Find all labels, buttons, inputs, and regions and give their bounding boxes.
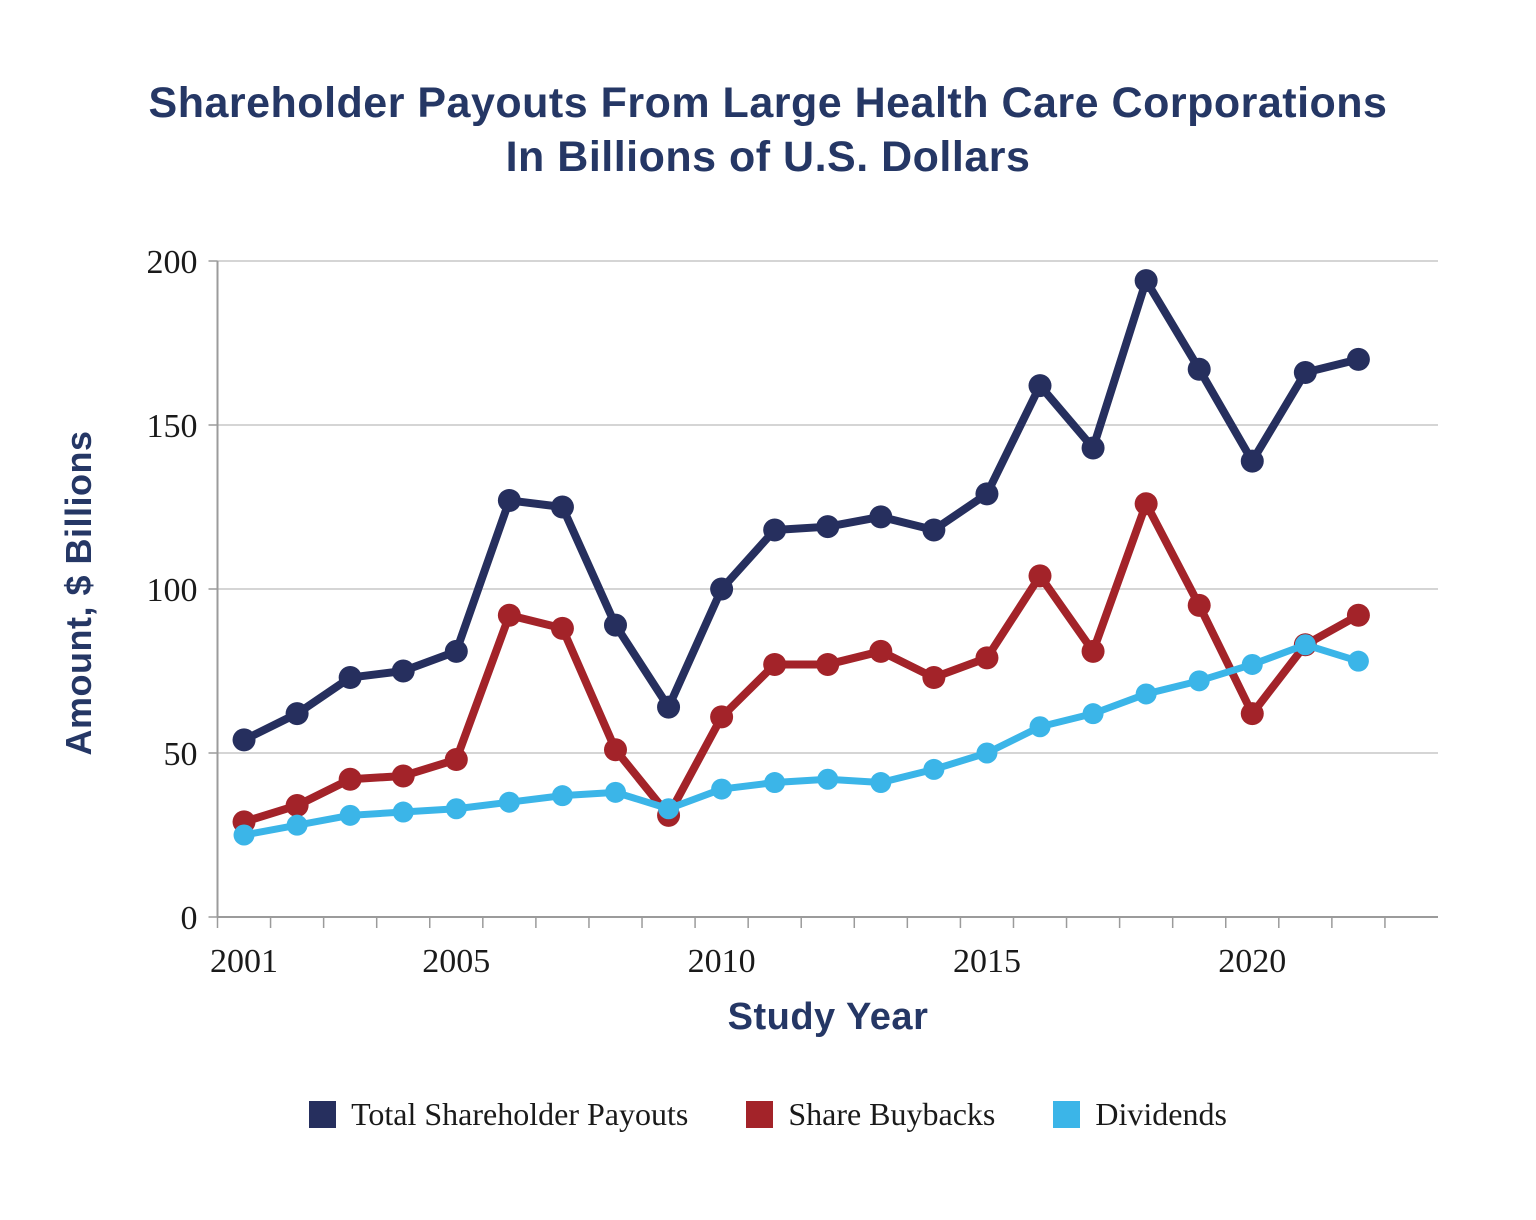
data-point-share-buybacks: [1028, 564, 1052, 588]
data-point-total-shareholder-payouts: [444, 639, 468, 663]
legend: Total Shareholder Payouts Share Buybacks…: [0, 1096, 1536, 1133]
legend-swatch-dividends: [1053, 1101, 1081, 1128]
chart-title-line2: In Billions of U.S. Dollars: [505, 133, 1031, 181]
data-point-dividends: [1082, 703, 1104, 725]
data-point-share-buybacks: [763, 652, 787, 676]
data-point-dividends: [498, 791, 520, 813]
data-point-total-shareholder-payouts: [391, 659, 415, 683]
data-point-dividends: [1347, 650, 1369, 672]
data-point-share-buybacks: [869, 639, 893, 663]
y-tick-label: 100: [147, 572, 198, 609]
data-point-share-buybacks: [1187, 593, 1211, 617]
chart-title: Shareholder Payouts From Large Health Ca…: [0, 76, 1536, 184]
data-point-total-shareholder-payouts: [1134, 269, 1158, 293]
data-point-total-shareholder-payouts: [657, 695, 681, 719]
data-point-total-shareholder-payouts: [338, 666, 362, 690]
data-point-total-shareholder-payouts: [763, 518, 787, 542]
x-tick-label: 2015: [953, 943, 1021, 980]
data-point-dividends: [711, 778, 733, 800]
data-point-total-shareholder-payouts: [816, 515, 840, 539]
data-point-total-shareholder-payouts: [710, 577, 734, 601]
data-point-share-buybacks: [1240, 702, 1264, 726]
data-point-dividends: [923, 758, 945, 780]
data-point-share-buybacks: [1346, 603, 1370, 627]
y-axis-title: Amount, $ Billions: [58, 430, 99, 756]
data-point-total-shareholder-payouts: [603, 613, 627, 637]
data-point-total-shareholder-payouts: [1028, 374, 1052, 398]
legend-swatch-total: [309, 1101, 337, 1128]
data-point-total-shareholder-payouts: [1240, 449, 1264, 473]
y-tick-label: 50: [164, 736, 198, 773]
data-point-share-buybacks: [1081, 639, 1105, 663]
data-point-dividends: [1029, 716, 1051, 738]
legend-item-dividends: Dividends: [1053, 1096, 1227, 1133]
data-point-share-buybacks: [391, 764, 415, 788]
data-point-dividends: [604, 781, 626, 803]
data-point-total-shareholder-payouts: [1346, 347, 1370, 371]
x-tick-label: 2001: [210, 943, 278, 980]
legend-label-buybacks: Share Buybacks: [788, 1096, 996, 1132]
data-point-dividends: [233, 824, 255, 846]
data-point-dividends: [339, 804, 361, 826]
legend-item-total: Total Shareholder Payouts: [309, 1096, 688, 1133]
data-point-share-buybacks: [1134, 492, 1158, 516]
data-point-dividends: [1188, 670, 1210, 692]
data-point-total-shareholder-payouts: [922, 518, 946, 542]
data-point-total-shareholder-payouts: [497, 488, 521, 512]
data-point-total-shareholder-payouts: [550, 495, 574, 519]
data-point-total-shareholder-payouts: [869, 505, 893, 529]
x-tick-label: 2005: [422, 943, 490, 980]
data-point-total-shareholder-payouts: [1187, 357, 1211, 381]
data-point-dividends: [286, 814, 308, 836]
chart-title-line1: Shareholder Payouts From Large Health Ca…: [148, 79, 1388, 127]
data-point-share-buybacks: [444, 748, 468, 772]
data-point-share-buybacks: [603, 738, 627, 762]
data-point-total-shareholder-payouts: [1081, 436, 1105, 460]
data-point-total-shareholder-payouts: [285, 702, 309, 726]
data-point-share-buybacks: [285, 793, 309, 817]
x-tick-label: 2010: [688, 943, 756, 980]
legend-label-total: Total Shareholder Payouts: [351, 1096, 689, 1132]
data-point-share-buybacks: [710, 705, 734, 729]
y-tick-label: 0: [181, 900, 198, 937]
data-point-share-buybacks: [922, 666, 946, 690]
data-point-total-shareholder-payouts: [232, 728, 256, 752]
series-line-total-shareholder-payouts: [240, 276, 1363, 744]
data-point-share-buybacks: [497, 603, 521, 627]
x-axis-title: Study Year: [727, 996, 929, 1038]
series-line-dividends: [240, 641, 1362, 839]
y-tick-label: 200: [147, 244, 198, 281]
data-point-share-buybacks: [338, 767, 362, 791]
data-point-dividends: [1294, 634, 1316, 656]
data-point-share-buybacks: [816, 652, 840, 676]
data-point-share-buybacks: [550, 616, 574, 640]
x-tick-label: 2020: [1218, 943, 1286, 980]
data-point-dividends: [764, 772, 786, 794]
data-point-dividends: [658, 798, 680, 820]
series-line-share-buybacks: [240, 499, 1363, 826]
data-point-dividends: [870, 772, 892, 794]
legend-item-buybacks: Share Buybacks: [746, 1096, 995, 1133]
data-point-dividends: [1241, 653, 1263, 675]
data-point-dividends: [976, 742, 998, 764]
data-point-total-shareholder-payouts: [975, 482, 999, 506]
data-point-dividends: [392, 801, 414, 823]
legend-swatch-buybacks: [746, 1101, 774, 1128]
legend-label-dividends: Dividends: [1095, 1096, 1227, 1132]
data-point-dividends: [817, 768, 839, 790]
data-point-dividends: [551, 785, 573, 807]
data-point-share-buybacks: [975, 646, 999, 670]
data-point-dividends: [445, 798, 467, 820]
data-point-dividends: [1135, 683, 1157, 705]
y-tick-label: 150: [147, 408, 198, 445]
data-point-total-shareholder-payouts: [1293, 361, 1317, 385]
